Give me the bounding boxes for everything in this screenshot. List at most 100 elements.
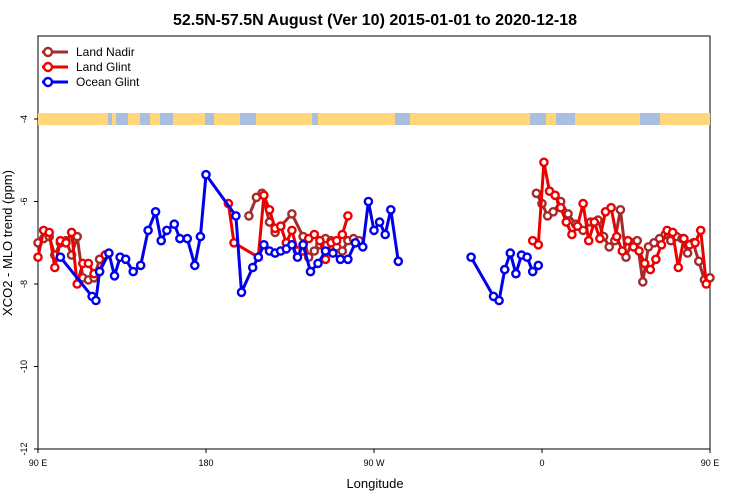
point-2-50 (505, 248, 516, 258)
point-1-49 (623, 235, 633, 246)
legend-label-0: Land Nadir (76, 45, 135, 59)
x-axis: 90 E 180 90 W 0 90 E (29, 449, 719, 468)
map-land-6 (256, 113, 312, 125)
series-layer (33, 157, 715, 306)
point-2-2 (91, 295, 101, 306)
point-1-30 (337, 229, 348, 240)
point-2-15 (175, 233, 185, 244)
point-2-42 (374, 217, 385, 227)
legend-label-2: Ocean Glint (76, 75, 140, 89)
point-2-17 (189, 260, 200, 271)
point-1-0 (33, 252, 43, 263)
point-2-39 (357, 242, 368, 252)
point-1-6 (66, 227, 77, 238)
y-tick-label-3: -10 (19, 360, 29, 373)
map-land-3 (150, 113, 160, 125)
point-1-37 (555, 202, 566, 213)
map-land-2 (128, 113, 140, 125)
point-2-18 (195, 231, 206, 242)
x-tick-label-0: 90 E (29, 458, 48, 468)
point-2-24 (259, 239, 269, 250)
map-land-0 (38, 113, 108, 125)
legend-marker-2 (42, 76, 54, 88)
point-1-31 (343, 211, 353, 221)
point-2-21 (236, 287, 247, 298)
point-1-59 (679, 233, 689, 244)
point-2-54 (527, 266, 538, 277)
point-1-42 (583, 235, 594, 246)
point-1-46 (606, 202, 616, 213)
point-1-3 (50, 262, 60, 273)
point-1-54 (651, 254, 661, 265)
point-2-55 (533, 260, 544, 271)
map-land-10 (575, 113, 640, 125)
point-2-19 (201, 169, 211, 180)
map-land-9 (546, 113, 556, 125)
x-axis-label: Longitude (346, 476, 403, 491)
point-2-9 (135, 260, 146, 271)
point-1-40 (572, 221, 583, 231)
point-2-20 (231, 211, 241, 221)
point-1-61 (690, 237, 700, 248)
point-0-13 (244, 211, 254, 221)
point-1-9 (83, 258, 94, 269)
point-2-8 (128, 266, 138, 277)
point-1-55 (656, 239, 667, 250)
point-1-62 (695, 225, 706, 236)
x-tick-label-2: 90 W (363, 458, 385, 468)
y-axis: -4 -6 -8 -10 -12 (19, 115, 38, 456)
point-0-56 (682, 248, 693, 258)
point-2-35 (328, 248, 338, 258)
point-0-58 (694, 256, 704, 267)
point-2-4 (104, 248, 114, 258)
legend-label-1: Land Glint (76, 60, 131, 74)
point-2-44 (385, 204, 396, 215)
map-land-1 (112, 113, 116, 125)
point-0-27 (337, 246, 348, 256)
point-1-52 (639, 258, 650, 269)
point-2-36 (335, 254, 346, 265)
map-land-5 (214, 113, 240, 125)
point-2-22 (247, 262, 258, 273)
point-2-45 (393, 256, 404, 267)
map-land-4 (173, 113, 205, 125)
point-2-33 (313, 258, 323, 269)
point-0-22 (309, 246, 320, 256)
point-2-0 (55, 252, 66, 263)
y-tick-label-4: -12 (19, 442, 29, 455)
point-2-5 (109, 270, 120, 281)
legend-marker-0 (42, 46, 54, 58)
point-2-30 (292, 252, 303, 263)
point-2-53 (522, 252, 532, 263)
point-1-29 (331, 235, 342, 246)
point-0-31 (531, 188, 542, 199)
y-tick-label-0: -4 (19, 115, 29, 123)
point-1-21 (287, 225, 297, 236)
x-tick-label-1: 180 (198, 458, 213, 468)
point-1-58 (673, 262, 684, 273)
y-tick-label-1: -6 (19, 197, 29, 205)
point-1-48 (617, 246, 628, 256)
series-ocean-glint (55, 169, 544, 306)
point-2-3 (94, 266, 105, 277)
y-tick-label-2: -8 (19, 280, 29, 288)
point-2-29 (287, 239, 297, 250)
point-2-23 (253, 252, 264, 263)
point-2-38 (350, 237, 361, 248)
map-land-11 (660, 113, 710, 125)
point-1-2 (44, 227, 55, 238)
point-1-5 (61, 237, 71, 248)
legend-marker-1 (42, 61, 54, 73)
point-1-57 (667, 227, 678, 238)
point-1-51 (634, 246, 644, 256)
point-2-46 (466, 252, 476, 263)
point-2-11 (150, 206, 161, 217)
point-1-16 (259, 190, 269, 201)
point-1-17 (264, 204, 275, 215)
point-1-34 (539, 157, 549, 168)
point-2-37 (343, 254, 353, 265)
series-line-2-0 (59, 173, 400, 302)
x-tick-label-3: 0 (539, 458, 544, 468)
